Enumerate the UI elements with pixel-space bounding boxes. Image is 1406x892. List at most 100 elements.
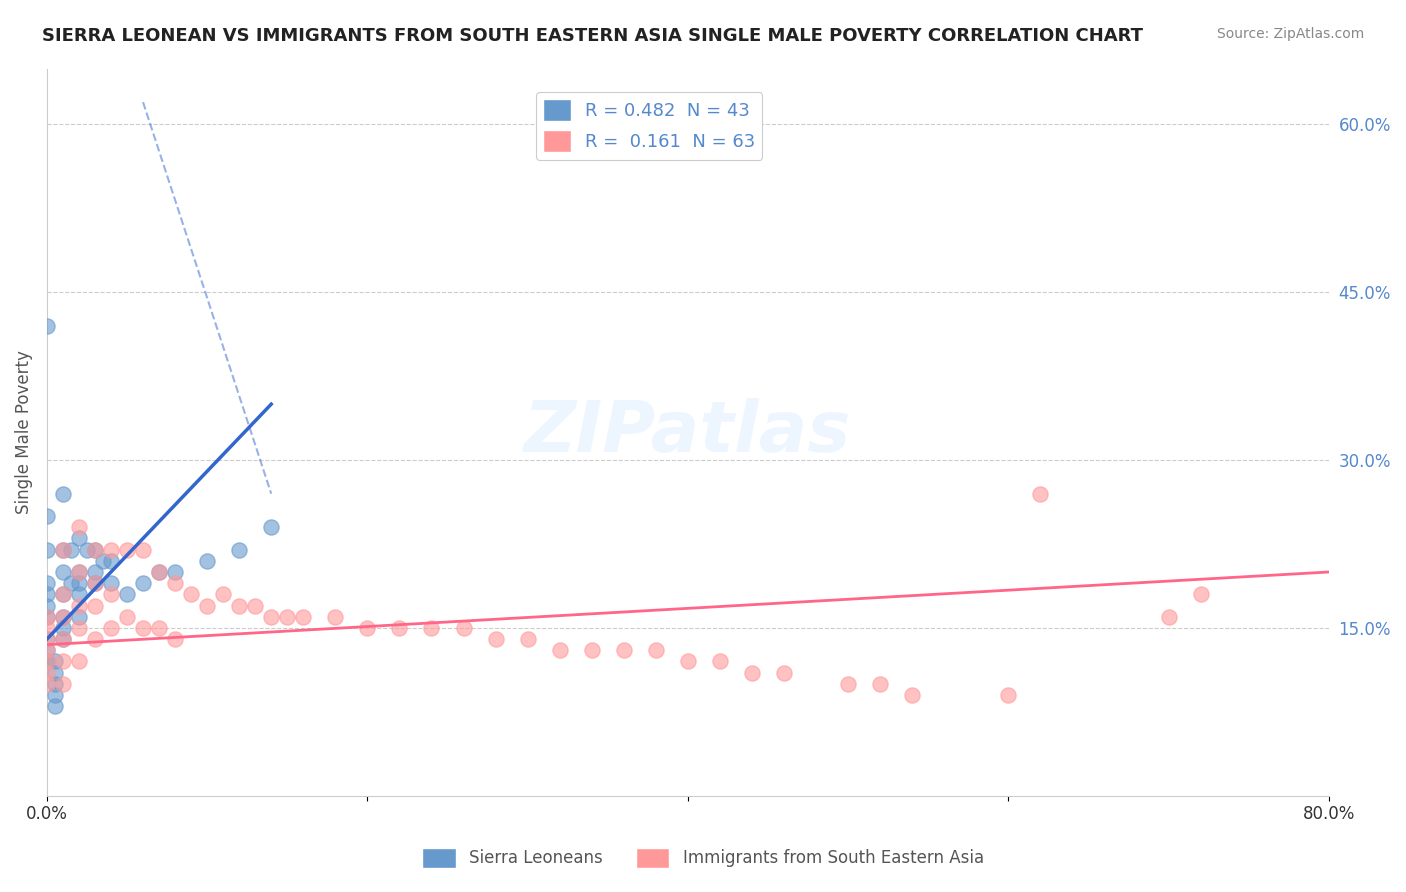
Point (35, 621, 58, 635)
Point (644, 643, 666, 657)
Point (115, 542, 138, 557)
Point (35, 609, 58, 624)
Point (132, 542, 155, 557)
Point (276, 609, 298, 624)
Point (869, 677, 891, 691)
Point (292, 609, 315, 624)
Point (67, 609, 90, 624)
Point (195, 554, 218, 568)
Point (837, 677, 859, 691)
Point (245, 599, 267, 613)
Text: ZIPatlas: ZIPatlas (524, 398, 852, 467)
Point (76, 542, 98, 557)
Y-axis label: Single Male Poverty: Single Male Poverty (15, 351, 32, 514)
Point (35, 318, 58, 333)
Legend: R = 0.482  N = 43, R =  0.161  N = 63: R = 0.482 N = 43, R = 0.161 N = 63 (536, 92, 762, 160)
Point (84, 565, 107, 579)
Point (35, 655, 58, 669)
Point (100, 554, 122, 568)
Point (67, 599, 90, 613)
Point (52, 621, 75, 635)
Point (44, 688, 66, 702)
Point (356, 621, 378, 635)
Point (44, 665, 66, 680)
Point (581, 643, 603, 657)
Point (613, 643, 636, 657)
Text: Source: ZipAtlas.com: Source: ZipAtlas.com (1216, 27, 1364, 41)
Point (67, 520, 90, 534)
Point (132, 576, 155, 591)
Point (901, 688, 924, 702)
Point (52, 565, 75, 579)
Point (260, 609, 283, 624)
Point (1157, 609, 1180, 624)
Point (115, 609, 138, 624)
Point (35, 655, 58, 669)
Point (132, 621, 155, 635)
Legend: Sierra Leoneans, Immigrants from South Eastern Asia: Sierra Leoneans, Immigrants from South E… (416, 841, 990, 875)
Point (67, 576, 90, 591)
Point (997, 688, 1019, 702)
Point (35, 677, 58, 691)
Point (35, 587, 58, 601)
Point (100, 621, 122, 635)
Point (228, 542, 250, 557)
Point (67, 565, 90, 579)
Point (148, 565, 170, 579)
Point (388, 621, 411, 635)
Point (52, 542, 75, 557)
Point (516, 632, 538, 647)
Point (35, 509, 58, 524)
Point (165, 632, 187, 647)
Point (100, 576, 122, 591)
Point (67, 655, 90, 669)
Point (67, 621, 90, 635)
Point (165, 565, 187, 579)
Point (67, 587, 90, 601)
Point (52, 486, 75, 500)
Point (35, 599, 58, 613)
Point (52, 609, 75, 624)
Point (35, 632, 58, 647)
Point (35, 576, 58, 591)
Point (44, 699, 66, 714)
Point (453, 621, 475, 635)
Point (212, 587, 235, 601)
Point (52, 632, 75, 647)
Point (1189, 587, 1212, 601)
Point (52, 587, 75, 601)
Point (52, 632, 75, 647)
Point (115, 587, 138, 601)
Point (59, 542, 82, 557)
Point (35, 609, 58, 624)
Point (52, 655, 75, 669)
Point (44, 677, 66, 691)
Point (676, 655, 699, 669)
Point (260, 520, 283, 534)
Point (59, 576, 82, 591)
Point (35, 665, 58, 680)
Point (52, 677, 75, 691)
Point (35, 643, 58, 657)
Point (709, 655, 731, 669)
Point (180, 587, 202, 601)
Point (84, 542, 107, 557)
Point (35, 542, 58, 557)
Point (52, 542, 75, 557)
Point (35, 632, 58, 647)
Point (67, 565, 90, 579)
Point (165, 576, 187, 591)
Point (91, 554, 114, 568)
Point (52, 609, 75, 624)
Point (195, 599, 218, 613)
Point (100, 542, 122, 557)
Point (100, 587, 122, 601)
Point (44, 655, 66, 669)
Point (548, 643, 571, 657)
Point (148, 621, 170, 635)
Text: SIERRA LEONEAN VS IMMIGRANTS FROM SOUTH EASTERN ASIA SINGLE MALE POVERTY CORRELA: SIERRA LEONEAN VS IMMIGRANTS FROM SOUTH … (42, 27, 1143, 45)
Point (741, 665, 763, 680)
Point (52, 587, 75, 601)
Point (1029, 486, 1052, 500)
Point (323, 609, 346, 624)
